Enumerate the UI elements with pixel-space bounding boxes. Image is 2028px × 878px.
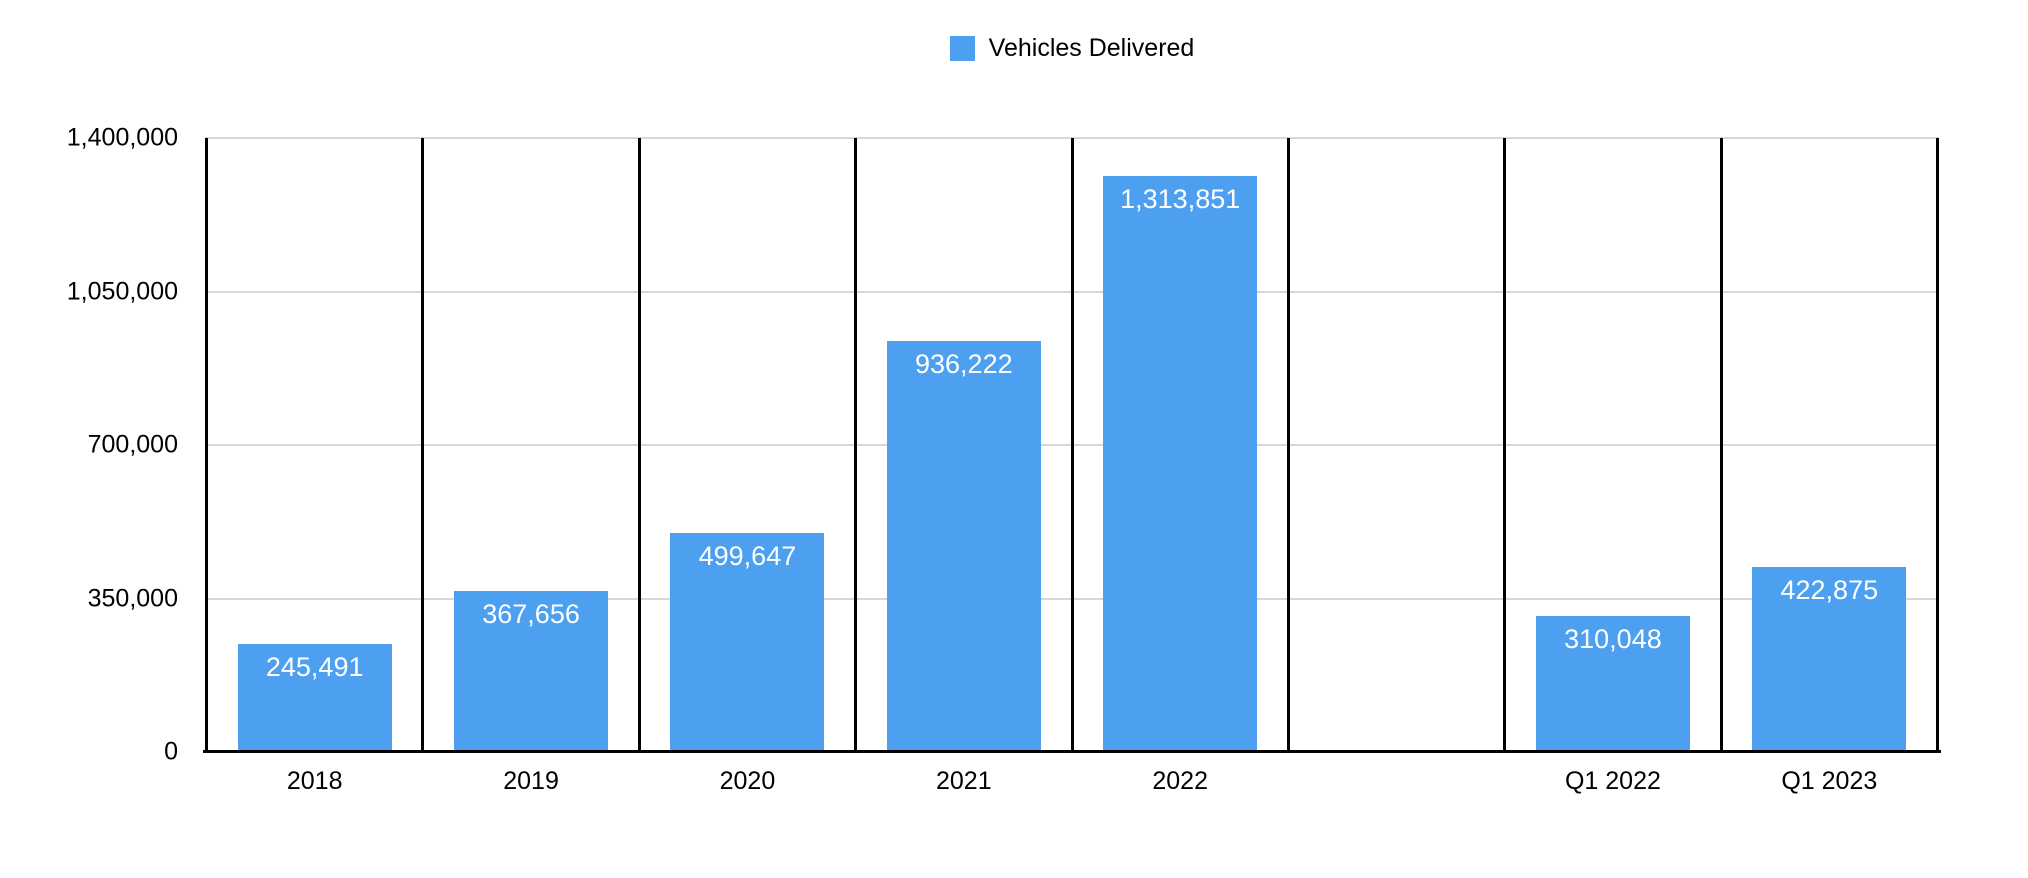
bar-2019: 367,656 xyxy=(454,590,609,752)
chart-column-2018: 245,491 2018 xyxy=(205,138,421,795)
bar-value-label-q1-2023: 422,875 xyxy=(1780,574,1879,605)
x-axis-label-q1-2023: Q1 2023 xyxy=(1781,767,1878,795)
chart-column-2021: 936,222 2021 xyxy=(854,138,1070,795)
bar-value-label-2022: 1,313,851 xyxy=(1120,183,1241,214)
chart-column-2020: 499,647 2020 xyxy=(637,138,854,795)
x-axis-label-2019: 2019 xyxy=(503,767,559,795)
bar-2022: 1,313,851 xyxy=(1103,175,1258,752)
bar-value-label-2018: 245,491 xyxy=(265,652,364,683)
chart-plot-area: 245,491 2018 367,656 2019 499,647 2020 936,222… xyxy=(203,137,1941,795)
bar-value-label-2019: 367,656 xyxy=(482,598,580,629)
y-axis-tick-label-1050000: 1,050,000 xyxy=(66,277,178,305)
legend: Vehicles Delivered xyxy=(205,36,1939,61)
x-axis-line xyxy=(203,750,1941,753)
chart-column-q1-2023: 422,875 Q1 2023 xyxy=(1719,138,1936,795)
bar-value-label-2021: 936,222 xyxy=(915,349,1013,380)
chart-column-q1-2022: 310,048 Q1 2022 xyxy=(1503,138,1719,795)
x-axis-label-2018: 2018 xyxy=(286,767,343,795)
bar-2021: 936,222 xyxy=(886,341,1041,752)
legend-swatch-icon xyxy=(949,36,975,61)
plot-columns: 245,491 2018 367,656 2019 499,647 2020 936,222… xyxy=(205,138,1939,795)
y-axis-tick-label-0: 0 xyxy=(164,737,178,766)
x-axis-label-q1-2022: Q1 2022 xyxy=(1564,767,1661,795)
y-axis: 0 350,000 700,000 1,050,000 1,400,000 xyxy=(0,125,178,764)
bar-value-label-2020: 499,647 xyxy=(698,540,797,571)
x-axis-label-2021: 2021 xyxy=(936,767,992,795)
chart-column-2019: 367,656 2019 xyxy=(421,138,637,795)
chart-column-2022: 1,313,851 2022 xyxy=(1070,138,1287,795)
y-axis-tick-label-700000: 700,000 xyxy=(87,430,178,459)
bar-q1-2023: 422,875 xyxy=(1752,566,1907,752)
chart-column-empty xyxy=(1286,138,1503,752)
bar-2018: 245,491 xyxy=(237,644,392,752)
x-axis-label-2022: 2022 xyxy=(1152,767,1208,795)
bar-q1-2022: 310,048 xyxy=(1535,616,1690,752)
legend-label: Vehicles Delivered xyxy=(988,34,1195,62)
y-axis-tick-label-350000: 350,000 xyxy=(87,584,178,612)
x-axis-label-2020: 2020 xyxy=(719,767,776,795)
bar-value-label-q1-2022: 310,048 xyxy=(1564,624,1662,655)
y-axis-tick-label-1400000: 1,400,000 xyxy=(66,123,178,152)
bar-2020: 499,647 xyxy=(670,532,825,752)
